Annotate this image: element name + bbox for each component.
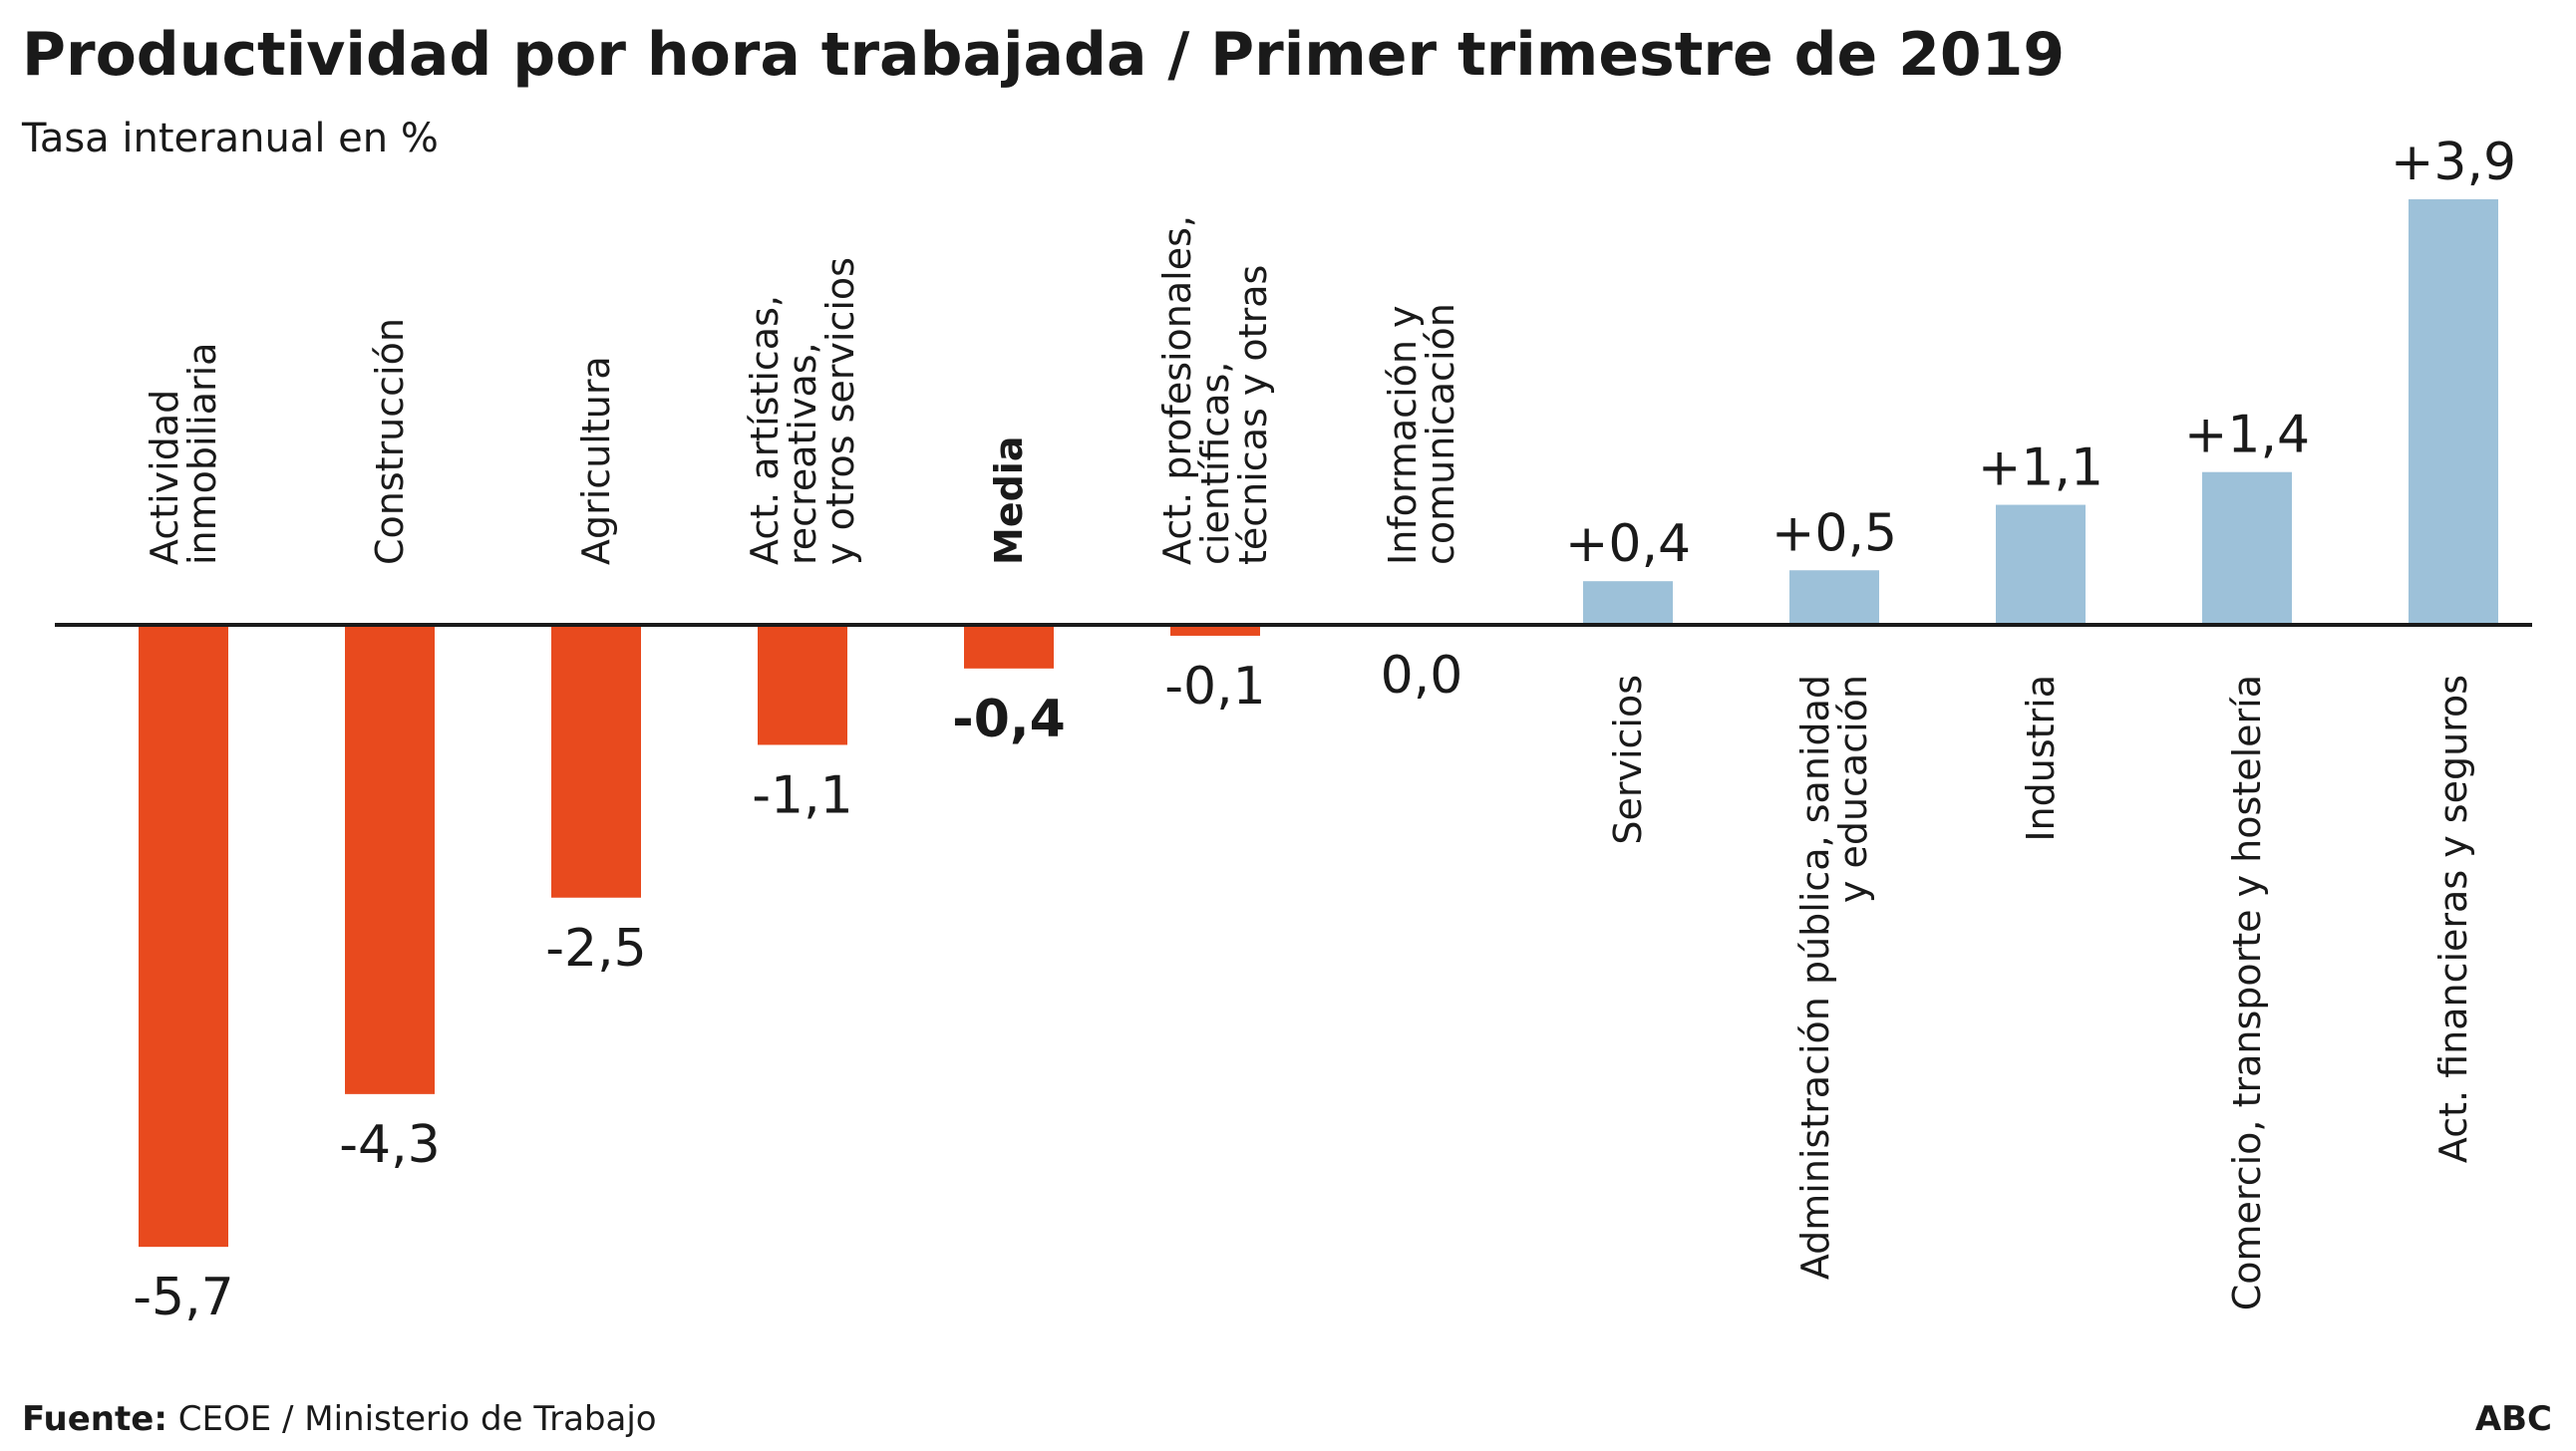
source-text: CEOE / Ministerio de Trabajo [167, 1399, 657, 1439]
category-label-7-line-0: Servicios [1606, 675, 1650, 845]
bar-7 [1583, 581, 1673, 625]
bar-2 [551, 625, 641, 898]
category-label-3-line-0: Act. artísticas, [743, 295, 787, 565]
bar-8 [1789, 570, 1879, 625]
category-label-6-line-0: Información y [1381, 305, 1425, 565]
chart-subtitle: Tasa interanual en % [21, 116, 439, 161]
value-label-11: +3,9 [2391, 133, 2516, 192]
bar-9 [1996, 504, 2086, 625]
value-label-6: 0,0 [1381, 646, 1463, 706]
bar-4 [964, 625, 1054, 669]
category-label-2-line-0: Agricultura [574, 356, 618, 565]
category-label-3-line-2: y otros servicios [818, 257, 862, 565]
category-label-4-line-0: Media [987, 436, 1031, 565]
value-label-9: +1,1 [1978, 438, 2103, 498]
category-label-10-line-0: Comercio, transporte y hostelería [2225, 675, 2269, 1310]
value-label-4: -0,4 [952, 690, 1066, 749]
value-label-2: -2,5 [545, 919, 646, 979]
bar-5 [1170, 625, 1260, 636]
bar-3 [758, 625, 847, 745]
category-label-11-line-0: Act. financieras y seguros [2431, 675, 2475, 1163]
category-label-1: Construcción [368, 318, 412, 565]
bar-11 [2409, 198, 2498, 625]
bar-1 [345, 625, 435, 1094]
category-label-5-line-2: técnicas y otras [1231, 265, 1275, 565]
value-label-0: -5,7 [133, 1268, 233, 1327]
category-label-6-line-1: comunicación [1419, 303, 1462, 565]
category-label-8-line-1: y educación [1831, 675, 1875, 903]
bars-group [139, 198, 2498, 1248]
value-label-7: +0,4 [1565, 514, 1691, 574]
category-label-5-line-0: Act. profesionales, [1155, 215, 1199, 565]
source-label: Fuente: [22, 1399, 167, 1439]
category-label-4: Media [987, 436, 1031, 565]
category-label-3-line-1: recreativas, [781, 342, 824, 565]
source-note: Fuente: CEOE / Ministerio de Trabajo [22, 1399, 657, 1439]
category-label-2: Agricultura [574, 356, 618, 565]
chart-title: Productividad por hora trabajada / Prime… [22, 20, 2065, 90]
value-label-8: +0,5 [1771, 503, 1897, 563]
value-label-1: -4,3 [339, 1115, 440, 1175]
category-label-5-line-1: científicas, [1193, 362, 1237, 565]
category-label-10: Comercio, transporte y hostelería [2225, 675, 2269, 1310]
category-label-7: Servicios [1606, 675, 1650, 845]
category-label-5: Act. profesionales,científicas,técnicas … [1155, 215, 1275, 565]
category-label-9-line-0: Industria [2019, 675, 2063, 842]
value-label-10: +1,4 [2184, 406, 2310, 465]
category-label-3: Act. artísticas,recreativas,y otros serv… [743, 257, 862, 565]
category-label-0-line-1: inmobiliaria [180, 343, 224, 565]
value-label-3: -1,1 [752, 765, 852, 825]
category-label-0-line-0: Actividad [143, 390, 186, 565]
bar-0 [139, 625, 228, 1248]
brand-logo: ABC [2475, 1399, 2552, 1439]
bar-10 [2202, 471, 2292, 625]
category-label-9: Industria [2019, 675, 2063, 842]
category-label-1-line-0: Construcción [368, 318, 412, 565]
value-label-5: -0,1 [1164, 657, 1265, 717]
category-label-8-line-0: Administración pública, sanidad [1793, 675, 1837, 1280]
category-label-11: Act. financieras y seguros [2431, 675, 2475, 1163]
